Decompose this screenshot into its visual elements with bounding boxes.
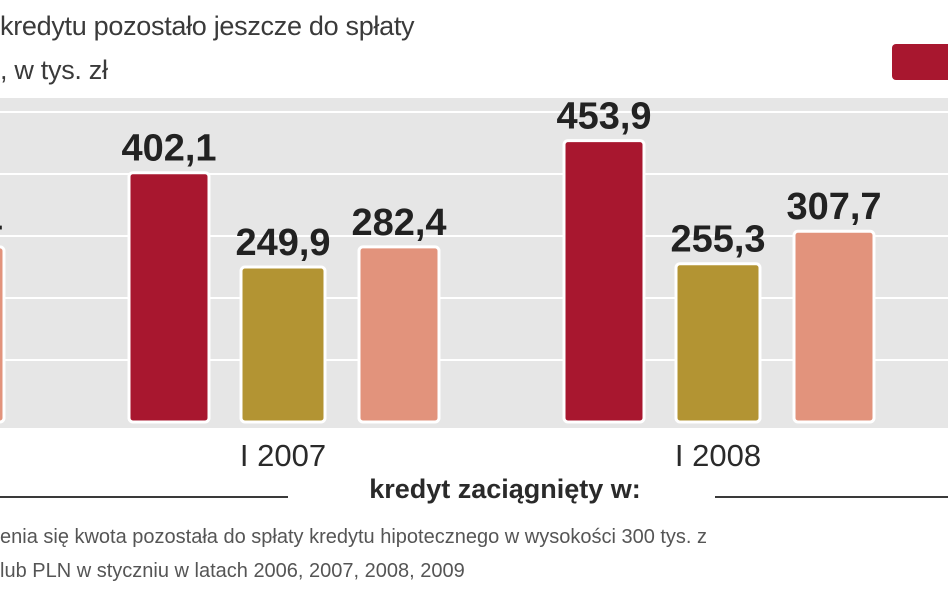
bar-i-2006-s3: [0, 245, 6, 424]
data-label-i-2008-s2: 255,3: [670, 219, 765, 261]
x-axis-rule-right: [715, 496, 948, 498]
data-label-i-2007-s1: 402,1: [121, 128, 216, 170]
footnote-line-1: enia się kwota pozostała do spłaty kredy…: [0, 526, 708, 548]
data-label-i-2008-s1: 453,9: [556, 96, 651, 138]
bar-i-2008-s1: [562, 139, 646, 424]
chart-title: kredytu pozostało jeszcze do spłaty , w …: [0, 4, 415, 92]
bar-i-2007-s1: [127, 171, 211, 424]
x-axis-label-row: kredyt zaciągnięty w:: [0, 468, 948, 508]
data-label-i-2006-s3: 4: [0, 202, 2, 244]
bar-i-2007-s2: [239, 265, 327, 424]
bar-i-2008-s2: [674, 262, 762, 424]
data-label-i-2007-s2: 249,9: [235, 222, 330, 264]
category-label-i-2008: I 2008: [675, 438, 761, 468]
title-line-1: kredytu pozostało jeszcze do spłaty: [0, 11, 415, 41]
legend-swatch: [892, 44, 948, 80]
data-label-i-2007-s3: 282,4: [351, 202, 446, 244]
bar-i-2008-s3: [792, 229, 876, 424]
footnote-line-2: lub PLN w styczniu w latach 2006, 2007, …: [0, 560, 465, 582]
footnote: enia się kwota pozostała do spłaty kredy…: [0, 520, 707, 588]
data-label-i-2008-s3: 307,7: [786, 186, 881, 228]
bar-chart: 4 402,1 249,9 282,4 I 2007 453,9 255,3 307,7 I 2…: [0, 96, 948, 468]
title-line-2: , w tys. zł: [0, 55, 108, 85]
x-axis-label: kredyt zaciągnięty w:: [369, 474, 641, 504]
x-axis-rule-left: [0, 496, 288, 498]
category-label-i-2007: I 2007: [240, 438, 326, 468]
bar-i-2007-s3: [357, 245, 441, 424]
